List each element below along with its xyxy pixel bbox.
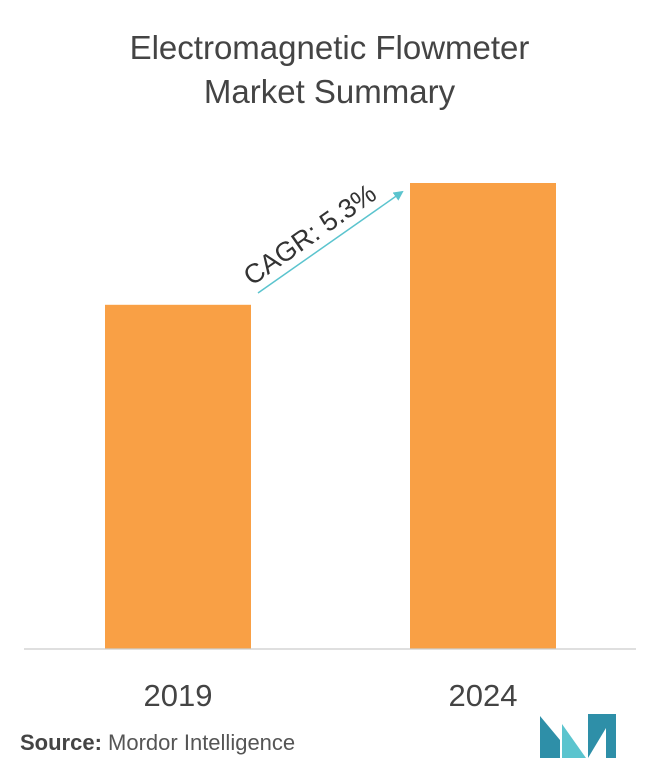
source-label: Source: <box>20 730 102 755</box>
logo-right-shape <box>588 714 616 758</box>
x-tick-label-2019: 2019 <box>144 678 213 713</box>
bar-2019 <box>105 304 251 649</box>
cagr-label: CAGR: 5.3% <box>238 178 382 291</box>
chart-title-line-2: Market Summary <box>203 73 456 110</box>
bar-2024 <box>410 183 556 649</box>
mordor-intelligence-logo <box>540 714 616 758</box>
x-tick-label-2024: 2024 <box>449 678 518 713</box>
logo-left-shape <box>540 716 560 758</box>
chart-title-line-1: Electromagnetic Flowmeter <box>129 29 530 66</box>
chart-title: Electromagnetic Flowmeter Market Summary <box>0 26 659 114</box>
logo-middle-shape <box>562 724 586 758</box>
cagr-arrow <box>257 190 404 294</box>
source-text: Mordor Intelligence <box>108 730 296 755</box>
source-note: Source: Mordor Intelligence <box>20 730 295 756</box>
cagr-annotation: CAGR: 5.3% <box>238 178 404 294</box>
